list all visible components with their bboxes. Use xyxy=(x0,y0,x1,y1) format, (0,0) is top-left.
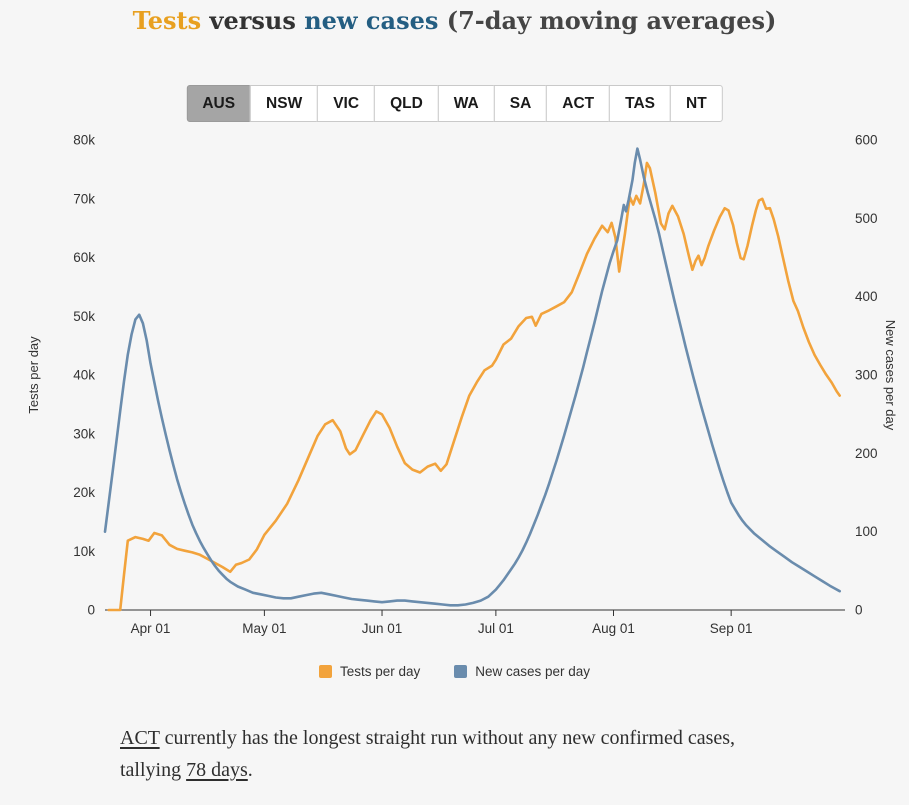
right-axis-title: New cases per day xyxy=(883,320,898,431)
tab-qld[interactable]: QLD xyxy=(374,85,439,122)
footnote-period: . xyxy=(247,759,253,781)
y-right-tick-label: 100 xyxy=(855,524,878,539)
tests-line xyxy=(107,161,842,612)
footnote-text: currently has the longest straight run w… xyxy=(120,727,736,781)
tab-nt[interactable]: NT xyxy=(670,85,723,122)
y-left-tick-label: 60k xyxy=(73,250,95,265)
y-left-tick-label: 20k xyxy=(73,485,95,500)
x-tick-label: Aug 01 xyxy=(592,621,635,636)
tab-sa[interactable]: SA xyxy=(493,85,548,122)
cases-line xyxy=(103,147,842,607)
y-left-tick-label: 30k xyxy=(73,426,95,441)
y-left-tick-label: 70k xyxy=(73,191,95,206)
legend-label: New cases per day xyxy=(475,664,591,679)
legend-swatch xyxy=(318,665,332,678)
y-right-tick-label: 600 xyxy=(855,133,878,148)
y-right-tick-label: 200 xyxy=(855,446,878,461)
y-left-tick-label: 10k xyxy=(73,544,95,559)
legend-label: Tests per day xyxy=(339,664,421,679)
chart-title: Tests versus new cases (7-day moving ave… xyxy=(0,6,909,35)
act-link[interactable]: ACT xyxy=(120,727,160,749)
legend-item: Tests per day xyxy=(318,664,421,679)
tab-nsw[interactable]: NSW xyxy=(250,85,319,122)
tab-vic[interactable]: VIC xyxy=(317,85,376,122)
title-suffix: (7-day moving averages) xyxy=(438,6,777,35)
days-link[interactable]: 78 days xyxy=(186,759,248,781)
y-left-tick-label: 80k xyxy=(73,133,95,148)
y-right-tick-label: 300 xyxy=(855,368,878,383)
chart-svg: Apr 01 May 01 Jun 01 Jul 01 Aug 01 Sep 01 0 10k… xyxy=(26,133,898,637)
title-word-new-cases: new cases xyxy=(304,6,439,35)
y-left-tick-label: 50k xyxy=(73,309,95,324)
legend-swatch xyxy=(454,665,468,678)
legend-item: New cases per day xyxy=(454,664,590,679)
y-right-tick-label: 0 xyxy=(855,603,863,618)
y-right-tick-label: 400 xyxy=(855,289,878,304)
state-tabs: AUS NSW VIC QLD WA SA ACT TAS NT xyxy=(186,85,723,122)
chart-legend: Tests per day New cases per day xyxy=(0,664,909,679)
y-left-tick-label: 40k xyxy=(73,368,95,383)
footnote: ACT currently has the longest straight r… xyxy=(120,722,792,786)
tab-tas[interactable]: TAS xyxy=(609,85,672,122)
y-right-tick-label: 500 xyxy=(855,211,878,226)
x-tick-label: Sep 01 xyxy=(710,621,753,636)
y-left-tick-label: 0 xyxy=(87,603,95,618)
left-axis-title: Tests per day xyxy=(26,336,41,414)
title-word-versus: versus xyxy=(201,6,305,35)
x-tick-label: Apr 01 xyxy=(131,621,171,636)
tab-wa[interactable]: WA xyxy=(437,85,495,122)
title-word-tests: Tests xyxy=(132,6,202,35)
x-tick-label: May 01 xyxy=(242,621,286,636)
x-tick-label: Jul 01 xyxy=(478,621,514,636)
tab-aus[interactable]: AUS xyxy=(186,85,252,122)
tab-act[interactable]: ACT xyxy=(546,85,611,122)
x-tick-label: Jun 01 xyxy=(362,621,403,636)
